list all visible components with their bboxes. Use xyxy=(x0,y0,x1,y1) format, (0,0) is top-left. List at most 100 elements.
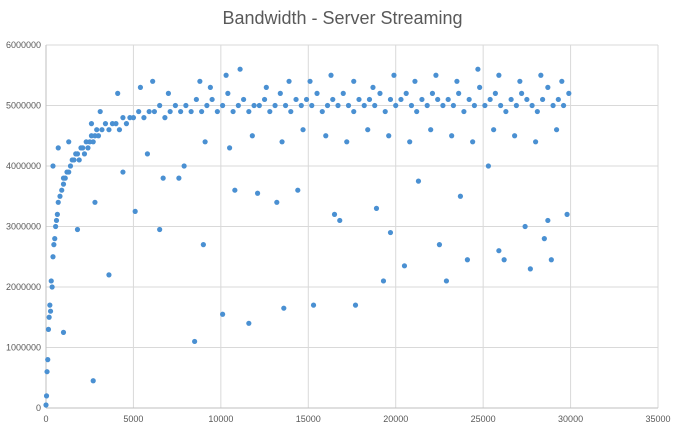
data-point xyxy=(401,263,408,269)
data-point xyxy=(223,72,229,78)
data-point xyxy=(323,133,329,139)
data-point xyxy=(295,187,301,193)
data-point xyxy=(256,102,262,109)
data-point xyxy=(477,84,483,90)
data-point xyxy=(298,102,304,109)
data-point xyxy=(373,205,380,211)
data-point xyxy=(115,90,121,96)
data-point xyxy=(403,90,409,96)
data-point xyxy=(351,78,357,84)
data-point xyxy=(519,90,525,96)
data-point xyxy=(393,102,399,109)
data-point xyxy=(157,226,163,233)
data-point xyxy=(146,108,152,115)
data-point xyxy=(440,102,446,109)
data-point xyxy=(564,211,570,217)
data-point xyxy=(225,90,231,96)
data-point xyxy=(412,78,418,84)
data-point xyxy=(88,121,95,127)
y-tick-label: 2000000 xyxy=(6,282,41,292)
data-point xyxy=(382,108,388,115)
data-point xyxy=(90,378,96,384)
data-point xyxy=(220,311,226,317)
data-point xyxy=(137,84,144,90)
data-point xyxy=(99,127,105,133)
data-point xyxy=(151,108,158,115)
data-point xyxy=(527,266,533,272)
x-tick-labels: 0 5000 10000 15000 20000 25000 30000 35000 xyxy=(43,414,670,424)
data-point xyxy=(428,127,434,133)
data-point xyxy=(450,102,457,109)
data-point xyxy=(386,133,392,139)
data-point xyxy=(90,139,96,145)
data-point xyxy=(123,121,130,127)
data-point xyxy=(209,96,215,103)
data-point xyxy=(130,115,137,121)
data-point xyxy=(548,257,554,263)
data-point xyxy=(46,314,52,320)
data-point xyxy=(539,96,546,103)
data-point xyxy=(517,78,523,84)
data-point xyxy=(71,157,77,163)
data-point xyxy=(555,96,561,103)
data-point xyxy=(246,320,252,326)
data-point xyxy=(48,278,54,284)
data-point xyxy=(113,121,119,127)
data-point xyxy=(57,193,63,199)
data-point xyxy=(466,96,472,103)
data-point xyxy=(237,66,243,72)
data-point xyxy=(95,133,102,139)
data-point xyxy=(74,151,81,157)
data-point xyxy=(314,90,320,96)
data-point xyxy=(436,242,443,248)
data-point xyxy=(352,302,359,308)
data-point xyxy=(414,108,420,115)
data-point xyxy=(470,139,476,145)
data-point xyxy=(356,96,362,103)
data-point xyxy=(534,108,540,115)
data-point xyxy=(44,369,50,375)
data-point xyxy=(274,199,280,205)
data-point xyxy=(398,96,404,103)
data-point xyxy=(50,254,56,260)
data-point xyxy=(53,217,60,224)
data-point xyxy=(424,102,430,109)
data-point xyxy=(286,78,292,84)
data-point xyxy=(214,108,220,115)
data-point xyxy=(204,102,210,109)
data-point xyxy=(524,96,530,103)
data-point xyxy=(230,108,236,115)
chart-title: Bandwidth - Server Streaming xyxy=(222,8,463,28)
data-point xyxy=(365,127,371,133)
data-point xyxy=(202,139,208,145)
data-point xyxy=(324,102,331,109)
data-point xyxy=(181,163,187,169)
data-point xyxy=(106,272,112,278)
data-point xyxy=(419,96,425,103)
data-point xyxy=(45,326,52,332)
data-point xyxy=(85,145,91,151)
data-point xyxy=(443,278,450,284)
data-point xyxy=(445,96,451,103)
y-tick-label: 4000000 xyxy=(6,161,41,171)
data-point xyxy=(456,90,462,96)
data-point xyxy=(335,102,341,109)
data-point xyxy=(249,133,255,139)
data-point xyxy=(193,96,199,103)
data-point xyxy=(132,208,138,214)
data-point xyxy=(454,78,460,84)
data-point xyxy=(491,127,497,133)
y-tick-label: 5000000 xyxy=(6,101,41,111)
data-point xyxy=(550,102,556,109)
data-point xyxy=(566,90,572,96)
data-point xyxy=(116,127,123,133)
data-point xyxy=(240,96,247,103)
data-point xyxy=(498,102,504,109)
data-point xyxy=(157,102,163,109)
data-point xyxy=(192,338,198,345)
data-point xyxy=(331,211,338,217)
data-point xyxy=(503,108,509,115)
y-tick-label: 6000000 xyxy=(6,40,41,50)
data-point xyxy=(310,302,317,308)
